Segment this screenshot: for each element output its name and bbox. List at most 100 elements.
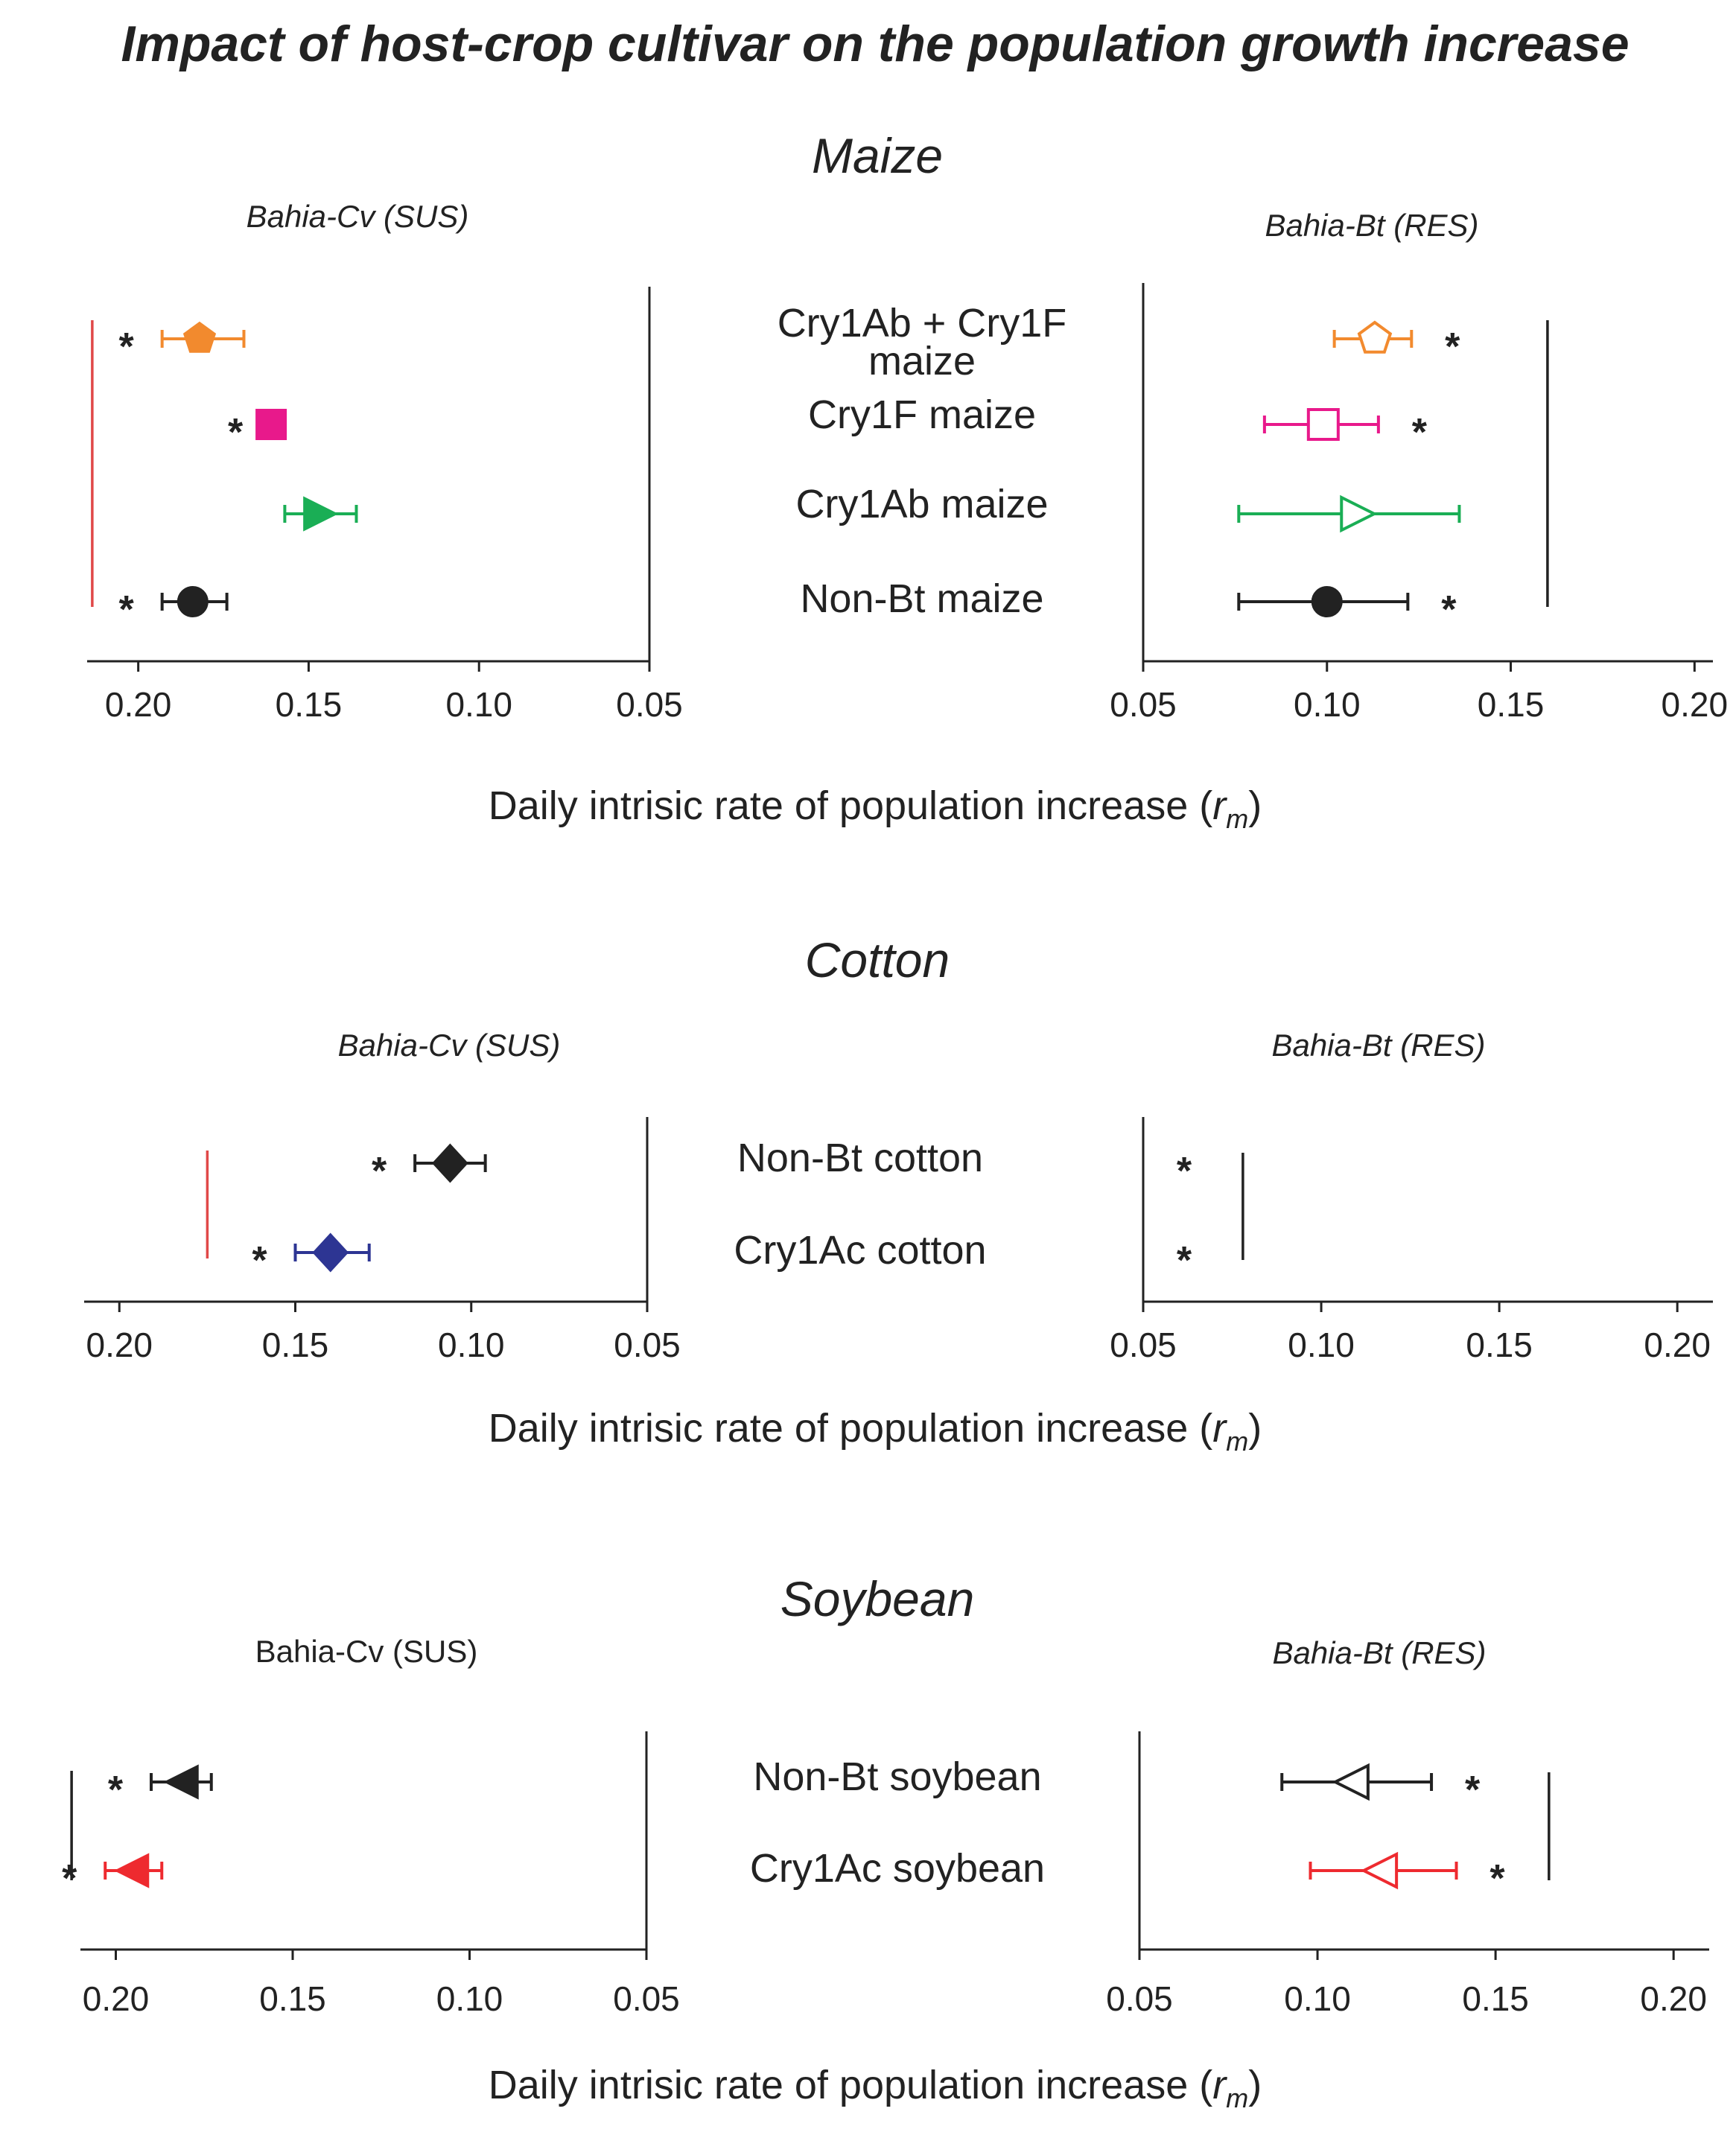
left-plot: 0.20 0.15 0.10 0.05 * * [62, 1731, 680, 2018]
data-point: * [119, 586, 229, 631]
significance-star: * [252, 1239, 267, 1282]
significance-star: * [1489, 1857, 1505, 1900]
x-tick-label: 0.05 [1106, 1979, 1173, 2018]
significance-star: * [119, 325, 135, 369]
significance-star: * [1445, 325, 1460, 369]
x-tick-label: 0.10 [1288, 1326, 1355, 1364]
right-plot: 0.05 0.10 0.15 0.20 * * [1110, 1117, 1713, 1364]
category-label-line2: maize [868, 339, 976, 384]
x-tick-label: 0.15 [1466, 1326, 1533, 1364]
data-point [1237, 494, 1461, 533]
category-label: Cry1Ab + Cry1F [778, 301, 1067, 346]
x-tick-label: 0.05 [1110, 685, 1177, 724]
category-label: Cry1Ac soybean [750, 1846, 1045, 1891]
figure-title: Impact of host-crop cultivar on the popu… [121, 16, 1629, 72]
x-tick-label: 0.15 [1462, 1979, 1529, 2018]
significance-star: * [1412, 411, 1428, 454]
x-tick-label: 0.10 [445, 685, 512, 724]
x-tick-label: 0.10 [436, 1979, 503, 2018]
x-tick-label: 0.15 [259, 1979, 326, 2018]
x-tick-label: 0.10 [1294, 685, 1361, 724]
panels: Maize Bahia-Cv (SUS) Bahia-Bt (RES) Cry1Ab … [62, 128, 1728, 2113]
marker-triangle-right [303, 496, 339, 532]
population-label-left: Bahia-Cv (SUS) [338, 1028, 561, 1063]
left-plot: 0.20 0.15 0.10 0.05 * * [84, 1117, 681, 1364]
axis-title: Daily intrisic rate of population increa… [489, 783, 1262, 834]
data-point: * [62, 1853, 164, 1900]
axis-title-close: ) [1248, 783, 1262, 828]
significance-star: * [1441, 588, 1457, 631]
marker-pentagon [1357, 320, 1393, 354]
axis-title: Daily intrisic rate of population increa… [489, 2063, 1262, 2113]
marker-circle [177, 586, 209, 617]
x-tick-label: 0.15 [276, 685, 343, 724]
category-label: Non-Bt cotton [737, 1136, 983, 1180]
data-point: * [119, 321, 246, 369]
marker-circle [1311, 586, 1343, 617]
category-label: Non-Bt soybean [753, 1754, 1041, 1799]
left-plot: 0.20 0.15 0.10 0.05 * * * [87, 287, 683, 724]
population-label-left: Bahia-Cv (SUS) [247, 199, 469, 234]
data-point: * [252, 1232, 371, 1282]
significance-star: * [62, 1857, 77, 1900]
panel-maize: Maize Bahia-Cv (SUS) Bahia-Bt (RES) Cry1Ab … [87, 128, 1728, 834]
category-label: Cry1Ab maize [795, 482, 1048, 526]
x-tick-label: 0.05 [613, 1979, 680, 2018]
data-point: * [1177, 1150, 1192, 1193]
x-tick-label: 0.20 [1640, 1979, 1707, 2018]
marker-square [255, 409, 287, 440]
data-point [283, 496, 358, 532]
x-tick-label: 0.20 [1644, 1326, 1711, 1364]
category-label: Cry1F maize [808, 392, 1036, 437]
axis-title-close: ) [1248, 2063, 1262, 2107]
data-point: * [1237, 586, 1457, 631]
x-tick-label: 0.20 [86, 1326, 153, 1364]
category-label: Cry1Ac cotton [734, 1228, 986, 1273]
marker-triangle-left [114, 1853, 150, 1888]
x-tick-label: 0.05 [614, 1326, 681, 1364]
marker-diamond [312, 1232, 349, 1273]
axis-title-symbol: r [1212, 783, 1227, 828]
crop-title: Cotton [805, 932, 950, 987]
x-tick-label: 0.15 [1478, 685, 1545, 724]
axis-title-text: Daily intrisic rate of population increa… [489, 2063, 1212, 2107]
significance-star: * [1177, 1239, 1192, 1282]
axis-title-text: Daily intrisic rate of population increa… [489, 1406, 1212, 1451]
axis-title-symbol: r [1212, 2063, 1227, 2107]
significance-star: * [119, 588, 135, 631]
axis-title-subscript: m [1226, 803, 1248, 834]
x-tick-label: 0.10 [438, 1326, 505, 1364]
x-tick-label: 0.20 [105, 685, 172, 724]
data-point: * [372, 1143, 487, 1193]
x-tick-label: 0.05 [616, 685, 683, 724]
significance-star: * [228, 411, 244, 454]
data-point: * [108, 1764, 213, 1812]
data-point: * [1262, 408, 1428, 454]
marker-diamond [432, 1143, 468, 1183]
x-tick-label: 0.20 [83, 1979, 150, 2018]
data-point: * [1332, 320, 1460, 369]
significance-star: * [108, 1769, 124, 1812]
axis-title-close: ) [1248, 1406, 1262, 1451]
marker-triangle-right [1340, 494, 1378, 533]
crop-title: Maize [812, 128, 943, 183]
axis-title-text: Daily intrisic rate of population increa… [489, 783, 1212, 828]
data-point: * [1280, 1763, 1481, 1812]
data-point: * [1177, 1239, 1192, 1282]
population-label-right: Bahia-Bt (RES) [1271, 1028, 1485, 1063]
x-tick-label: 0.20 [1662, 685, 1729, 724]
x-tick-label: 0.10 [1284, 1979, 1351, 2018]
marker-triangle-left [1332, 1763, 1370, 1801]
crop-title: Soybean [780, 1571, 975, 1626]
axis-title: Daily intrisic rate of population increa… [489, 1406, 1262, 1457]
panel-soybean: Soybean Bahia-Cv (SUS) Bahia-Bt (RES) Non-B… [62, 1571, 1709, 2113]
panel-cotton: Cotton Bahia-Cv (SUS) Bahia-Bt (RES) Non-Bt… [84, 932, 1713, 1457]
marker-triangle-left [163, 1764, 199, 1800]
significance-star: * [372, 1150, 387, 1193]
marker-square [1306, 408, 1340, 441]
data-point: * [228, 409, 287, 454]
category-label: Non-Bt maize [800, 576, 1043, 621]
significance-star: * [1465, 1769, 1481, 1812]
population-label-right: Bahia-Bt (RES) [1272, 1635, 1486, 1670]
